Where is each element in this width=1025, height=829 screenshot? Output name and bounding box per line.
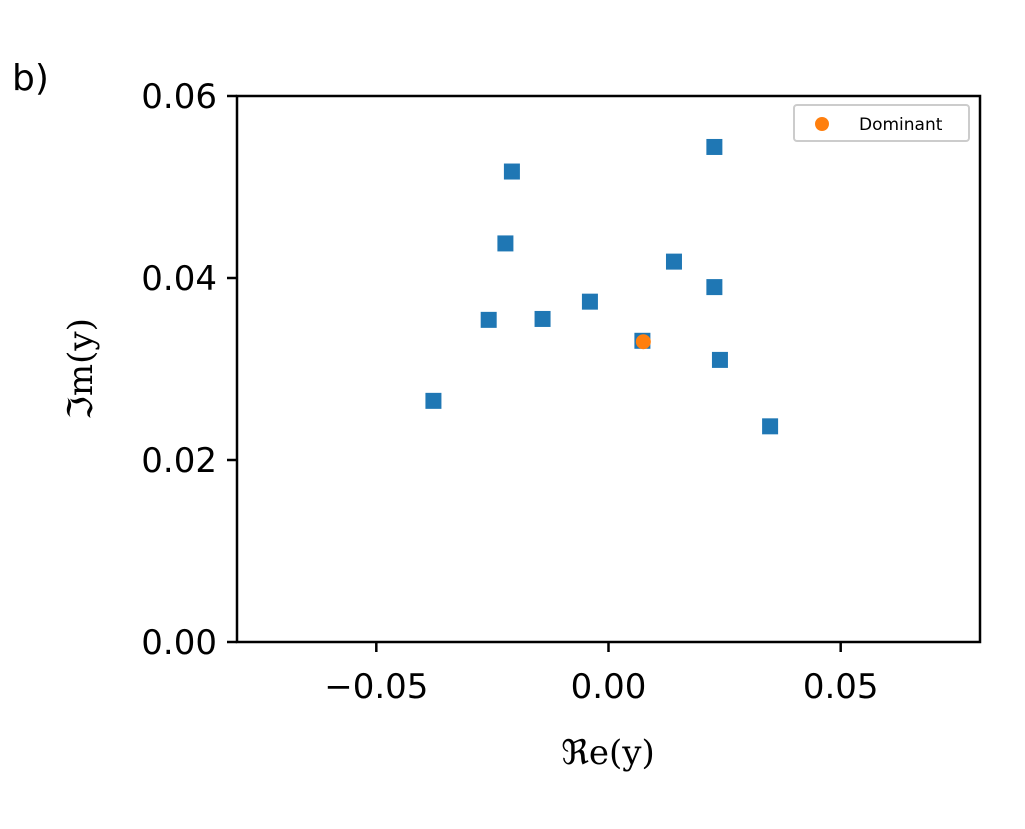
y-axis-label: ℑm(y) — [61, 318, 101, 420]
data-point-square — [711, 351, 728, 368]
data-point-square — [425, 392, 442, 409]
data-point-square — [706, 279, 723, 296]
y-tick-label: 0.02 — [141, 441, 217, 481]
x-tick-label: 0.00 — [571, 667, 647, 707]
data-point-square — [497, 235, 514, 252]
legend: Dominant — [793, 104, 970, 142]
panel-label: b) — [12, 58, 49, 99]
data-point-square — [665, 253, 682, 270]
axis-ticks: −0.05 0.00 0.05 0.00 0.02 0.04 0.06 — [141, 77, 878, 707]
data-point-square — [762, 418, 779, 435]
plot-marks — [425, 138, 779, 435]
data-point-square — [581, 293, 598, 310]
legend-box — [793, 104, 970, 142]
data-point-square — [706, 138, 723, 155]
legend-dominant-label: Dominant — [859, 115, 943, 135]
x-tick-label: −0.05 — [324, 667, 428, 707]
y-tick-label: 0.04 — [141, 259, 217, 299]
data-point-square — [480, 311, 497, 328]
x-tick-label: 0.05 — [803, 667, 879, 707]
data-point-dominant — [635, 334, 651, 350]
data-point-square — [534, 310, 551, 327]
data-point-square — [503, 163, 520, 180]
x-axis-label: ℜe(y) — [561, 733, 655, 773]
y-tick-label: 0.06 — [141, 77, 217, 117]
plot-frame — [235, 94, 982, 644]
y-tick-label: 0.00 — [141, 623, 217, 663]
legend-dominant-marker — [815, 117, 829, 131]
